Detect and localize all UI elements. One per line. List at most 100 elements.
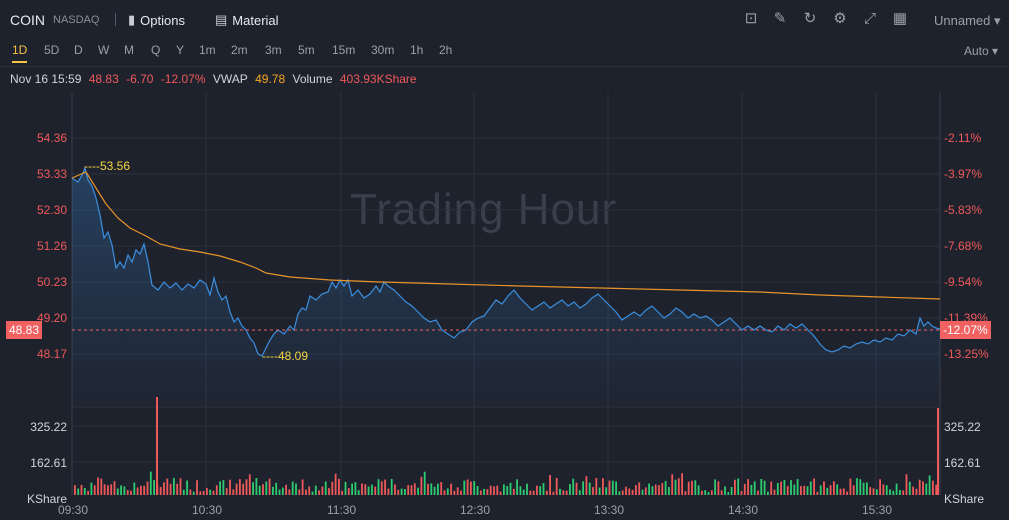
volume-bar [819,485,822,495]
volume-bar [694,480,697,495]
period-3m[interactable]: 3m [265,43,282,57]
volume-bar [598,487,601,495]
layout-grid-icon[interactable]: ▦ [892,10,908,27]
volume-bar [364,484,367,495]
volume-bar [202,491,205,495]
options-button[interactable]: ▮ Options [128,12,185,28]
material-button[interactable]: ▤ Material [215,12,279,28]
volume-bar [912,486,914,495]
volume-bar [463,480,466,495]
volume-bar [176,483,179,495]
volume-bar [479,490,482,495]
volume-bar [932,480,934,495]
drawing-icon[interactable]: ✎ [773,10,787,27]
volume-bar [644,487,647,495]
volume-bar [816,491,819,495]
volume-bar [734,479,736,495]
options-label: Options [140,12,185,28]
volume-bar [232,489,235,495]
vwap-line [71,171,941,300]
volume-bar [192,491,195,495]
volume-bar [602,478,604,495]
volume-bar [899,490,901,495]
symbol-label[interactable]: COIN [10,12,45,28]
volume-bar [519,486,522,495]
volume-bar [338,478,340,495]
price-axis-left-label: 49.20 [36,311,67,326]
volume-bar [743,483,746,495]
volume-axis-right-label: 162.61 [944,456,981,470]
time-axis-label: 10:30 [192,503,223,517]
period-5d[interactable]: 5D [44,43,60,57]
period-2h[interactable]: 2h [439,43,453,57]
volume-bar [298,489,301,495]
settings-gear-icon[interactable]: ⚙ [833,10,847,27]
volume-bar [925,483,928,495]
material-icon: ▤ [215,12,228,27]
volume-bar [516,479,518,495]
volume-bar [420,476,423,495]
scale-auto-dropdown[interactable]: Auto ▾ [964,44,999,58]
volume-bar [592,487,594,495]
volume-bar [219,481,221,495]
volume-bar [248,474,251,495]
volume-bar [562,490,565,495]
volume-bar [710,490,713,495]
volume-bar [922,481,924,495]
period-30m[interactable]: 30m [371,43,395,57]
volume-bar [394,484,396,495]
volume-bar [770,481,773,495]
volume-bar [173,478,175,495]
volume-bar [390,479,393,495]
price-axis-right-label: -3.97% [944,166,983,181]
volume-bar [559,488,561,495]
volume-bar [143,485,146,495]
volume-bar [790,480,792,495]
volume-bar [446,488,449,495]
period-5m[interactable]: 5m [298,43,315,57]
volume-bar [687,481,690,495]
volume-bar [242,483,245,495]
volume-bar [361,483,363,495]
volume-bar [859,479,862,495]
chart-type-icon[interactable]: ⊡ [744,10,758,27]
period-1h[interactable]: 1h [410,43,424,57]
period-d[interactable]: D [74,43,83,57]
volume-bar [159,487,162,495]
volume-bar [691,480,693,495]
volume-bar [186,480,188,495]
time-axis-label: 14:30 [728,503,759,517]
info-volume-label: Volume [292,72,333,86]
time-axis-label: 12:30 [460,503,491,517]
volume-bar [509,482,512,495]
volume-bar [724,486,726,495]
period-y[interactable]: Y [176,43,185,57]
volume-bar [222,480,225,495]
period-1d[interactable]: 1D [12,43,28,63]
period-1m[interactable]: 1m [199,43,216,57]
volume-bar [334,473,337,495]
volume-bar [189,489,192,495]
price-line [71,166,941,357]
period-q[interactable]: Q [151,43,161,57]
period-2m[interactable]: 2m [231,43,248,57]
period-w[interactable]: W [98,43,110,57]
layout-name-dropdown[interactable]: Unnamed ▾ [934,13,1001,28]
volume-bar [493,486,495,495]
volume-bar [869,487,872,495]
volume-bar [107,485,109,495]
period-m[interactable]: M [124,43,134,57]
volume-bar [116,488,119,495]
volume-bar [163,482,165,495]
info-change: -6.70 [126,72,154,86]
period-bar: Auto ▾ 1D 5D D W M Q Y 1m 2m 3m 5m 15m 30m 1h 2h [0,38,1009,67]
volume-bar [126,490,129,495]
price-axis-left-label: 48.17 [36,347,67,361]
volume-bar [212,490,215,495]
period-15m[interactable]: 15m [332,43,356,57]
low-marker: ----48.09 [262,349,309,363]
fullscreen-icon[interactable]: ⤢ [863,10,876,27]
volume-bar [522,489,525,495]
refresh-icon[interactable]: ↻ [803,10,817,27]
